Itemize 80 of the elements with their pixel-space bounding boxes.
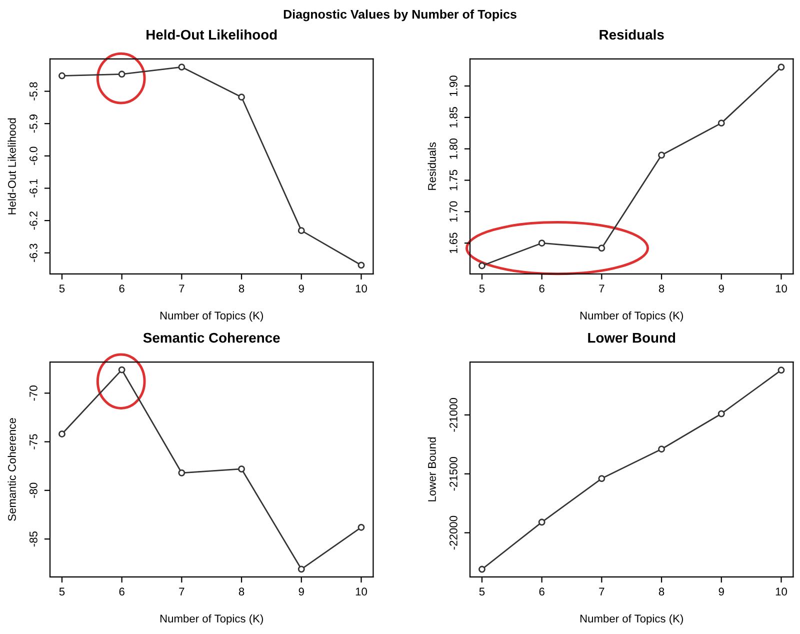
point [178, 64, 186, 71]
point [238, 466, 245, 472]
y-tick-label: 1.70 [450, 201, 458, 222]
y-tick-label: 1.90 [450, 76, 458, 96]
x-tick-label: 10 [356, 588, 367, 596]
point [478, 566, 486, 573]
point [298, 566, 305, 573]
point [658, 152, 665, 159]
point [238, 94, 245, 101]
chart-title: Semantic Coherence [143, 332, 280, 343]
point [298, 227, 305, 234]
chart-title: Residuals [600, 29, 664, 40]
point [718, 120, 725, 127]
point [118, 70, 126, 78]
y-tick-label: -5.9 [30, 114, 38, 133]
chart-title: Held-Out Likelihood [146, 29, 277, 40]
y-tick-label: -85 [30, 531, 38, 547]
x-axis-title: Number of Topics (K) [160, 614, 263, 625]
x-tick-label: 5 [59, 284, 65, 292]
x-tick-label: 8 [238, 588, 244, 596]
y-tick-label: -70 [30, 386, 38, 401]
point [358, 524, 365, 531]
point [58, 430, 66, 438]
y-tick-label: 1.85 [450, 107, 458, 128]
y-tick-label: -6.2 [30, 212, 38, 230]
x-tick-label: 6 [539, 588, 544, 596]
point [118, 366, 126, 374]
point [538, 240, 546, 247]
y-axis-title: Held-Out Likelihood [8, 118, 16, 214]
y-axis-title: Lower Bound [428, 437, 436, 502]
x-tick-label: 8 [658, 588, 664, 596]
y-tick-label: 1.80 [450, 138, 458, 159]
y-axis-title: Residuals [428, 142, 436, 190]
y-tick-label: -75 [30, 434, 38, 450]
x-axis-title: Number of Topics (K) [580, 614, 683, 625]
point [478, 262, 486, 270]
point [598, 244, 606, 252]
point [58, 72, 66, 80]
point [598, 475, 606, 482]
y-tick-label: -80 [30, 482, 38, 498]
text: Diagnostic Values by Number of Topics [284, 10, 516, 22]
y-tick-label: -6.1 [30, 179, 38, 198]
x-axis-title: Number of Topics (K) [160, 311, 263, 322]
y-tick-label: -5.8 [30, 82, 38, 100]
x-tick-label: 9 [298, 284, 304, 292]
x-tick-label: 5 [479, 284, 485, 292]
point [658, 446, 665, 453]
point [718, 410, 725, 418]
x-tick-label: 5 [59, 588, 65, 596]
x-tick-label: 6 [539, 284, 544, 292]
y-tick-label: -21500 [450, 456, 458, 491]
y-axis-title: Semantic Coherence [8, 418, 16, 521]
y-tick-label: -6.3 [30, 244, 38, 262]
y-tick-label: -6.0 [30, 146, 38, 165]
x-tick-label: 5 [479, 588, 485, 596]
x-tick-label: 6 [119, 284, 124, 292]
chart-title: Lower Bound [588, 332, 676, 343]
x-tick-label: 8 [658, 284, 664, 292]
x-tick-label: 9 [298, 588, 304, 596]
point [538, 518, 546, 526]
x-tick-label: 7 [179, 284, 184, 292]
x-tick-label: 7 [599, 588, 604, 596]
x-tick-label: 9 [718, 284, 724, 292]
x-tick-label: 6 [119, 588, 124, 596]
x-tick-label: 9 [718, 588, 724, 596]
point [358, 262, 365, 269]
x-tick-label: 10 [776, 284, 787, 292]
x-axis-title: Number of Topics (K) [580, 311, 683, 322]
y-tick-label: 1.65 [450, 232, 458, 254]
point [778, 366, 785, 374]
y-tick-label: -22000 [450, 516, 458, 550]
point [778, 64, 785, 71]
point [178, 469, 186, 476]
x-tick-label: 8 [238, 284, 244, 292]
y-tick-label: 1.75 [450, 170, 458, 190]
x-tick-label: 7 [179, 588, 184, 596]
x-tick-label: 7 [599, 284, 604, 292]
x-tick-label: 10 [776, 588, 787, 596]
x-tick-label: 10 [356, 284, 367, 292]
y-tick-label: -21000 [450, 398, 458, 432]
